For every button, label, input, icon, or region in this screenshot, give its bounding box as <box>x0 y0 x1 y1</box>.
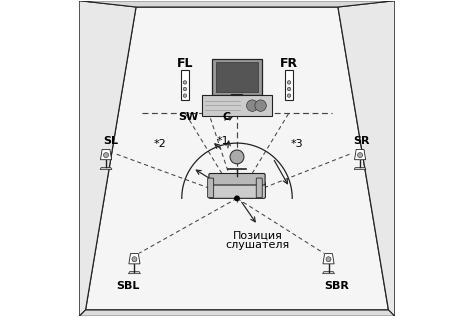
Circle shape <box>183 94 187 97</box>
Text: C: C <box>223 113 231 122</box>
Circle shape <box>326 257 331 262</box>
Polygon shape <box>354 167 366 170</box>
FancyBboxPatch shape <box>181 70 189 100</box>
Text: SBL: SBL <box>117 281 140 291</box>
Text: слушателя: слушателя <box>226 240 290 250</box>
Circle shape <box>357 152 363 158</box>
Polygon shape <box>79 1 136 316</box>
Text: *3: *3 <box>291 139 303 149</box>
Polygon shape <box>79 1 395 7</box>
Circle shape <box>235 196 239 201</box>
FancyBboxPatch shape <box>212 59 262 95</box>
Text: FR: FR <box>280 57 298 70</box>
Circle shape <box>183 87 187 91</box>
Polygon shape <box>100 167 112 170</box>
Polygon shape <box>100 149 111 160</box>
Text: SBR: SBR <box>324 281 349 291</box>
Text: *2: *2 <box>153 139 166 149</box>
Circle shape <box>287 87 291 91</box>
Circle shape <box>103 152 109 158</box>
FancyBboxPatch shape <box>209 182 265 198</box>
Polygon shape <box>338 1 395 316</box>
FancyBboxPatch shape <box>209 173 265 185</box>
Text: SR: SR <box>354 136 370 146</box>
Circle shape <box>287 94 291 97</box>
FancyBboxPatch shape <box>256 178 262 198</box>
Text: *1: *1 <box>217 136 229 146</box>
Circle shape <box>132 257 137 262</box>
Polygon shape <box>323 254 334 264</box>
FancyBboxPatch shape <box>216 62 258 92</box>
Circle shape <box>183 81 187 84</box>
Text: SW: SW <box>178 113 199 122</box>
FancyBboxPatch shape <box>285 70 293 100</box>
Polygon shape <box>79 310 395 316</box>
Text: SL: SL <box>103 136 118 146</box>
Polygon shape <box>129 254 140 264</box>
Circle shape <box>246 100 258 111</box>
Polygon shape <box>128 272 140 274</box>
Circle shape <box>230 150 244 164</box>
Polygon shape <box>85 7 389 310</box>
Polygon shape <box>355 149 365 160</box>
Text: Позиция: Позиция <box>233 231 283 241</box>
Circle shape <box>287 81 291 84</box>
Circle shape <box>255 100 266 111</box>
Text: FL: FL <box>177 57 193 70</box>
Polygon shape <box>323 272 335 274</box>
FancyBboxPatch shape <box>202 95 272 116</box>
FancyBboxPatch shape <box>208 178 214 198</box>
